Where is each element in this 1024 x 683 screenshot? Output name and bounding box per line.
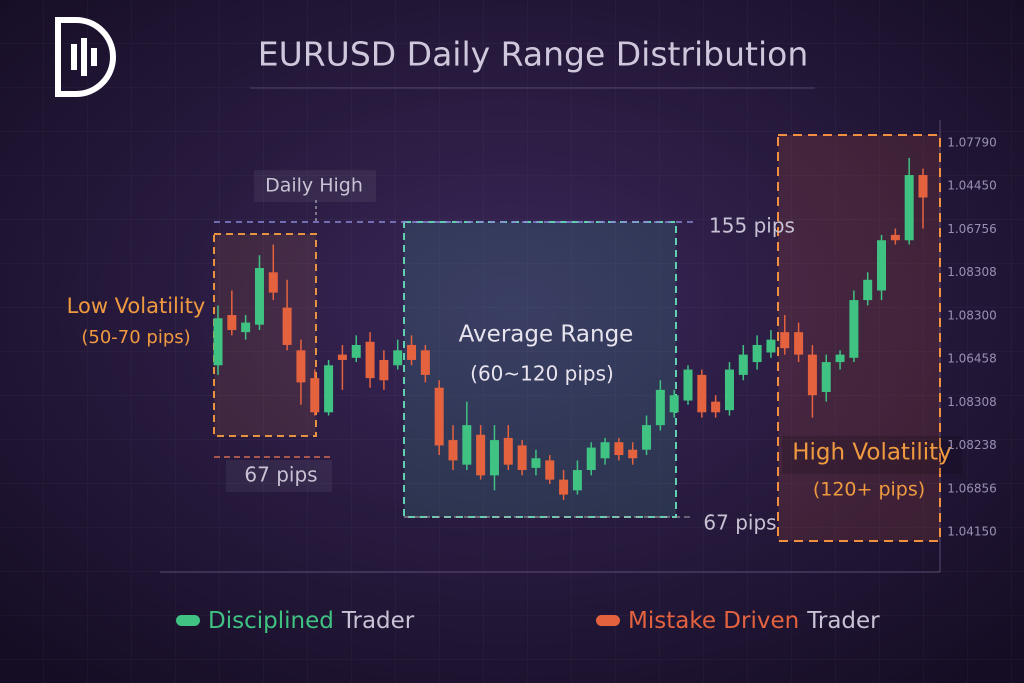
candle-body bbox=[821, 362, 831, 393]
candle-body bbox=[724, 369, 734, 411]
candle-body bbox=[296, 350, 306, 383]
candle-body bbox=[849, 300, 859, 358]
candle-body bbox=[351, 344, 361, 358]
candle-body bbox=[780, 332, 790, 349]
y-axis-label: 1.07790 bbox=[947, 136, 997, 150]
legend-highlight: Disciplined bbox=[208, 608, 334, 634]
legend-label: Disciplined Trader bbox=[208, 608, 415, 634]
chart-title: EURUSD Daily Range Distribution bbox=[258, 35, 809, 74]
candle-body bbox=[517, 445, 527, 471]
legend-rest: Trader bbox=[341, 608, 415, 634]
candle-body bbox=[807, 354, 817, 396]
label-box bbox=[226, 460, 332, 492]
candle-body bbox=[572, 470, 582, 491]
candle-body bbox=[420, 350, 430, 375]
candle-body bbox=[904, 175, 914, 241]
annotation: (120+ pips) bbox=[813, 479, 925, 501]
candle-body bbox=[600, 442, 610, 459]
y-axis-label: 1.04150 bbox=[947, 525, 997, 539]
logo bbox=[55, 17, 116, 97]
candle-body bbox=[531, 458, 541, 468]
label-box bbox=[254, 170, 376, 202]
candle-body bbox=[835, 354, 845, 363]
y-axis-label: 1.08238 bbox=[947, 438, 997, 452]
annotation: (50-70 pips) bbox=[81, 327, 190, 348]
candle-body bbox=[628, 449, 638, 459]
y-axis-label: 1.06856 bbox=[947, 481, 997, 495]
candle-body bbox=[614, 442, 624, 456]
candle-body bbox=[268, 272, 278, 293]
candle-body bbox=[310, 378, 320, 413]
candle-body bbox=[863, 279, 873, 301]
y-axis-label: 1.06756 bbox=[947, 222, 997, 236]
candle-body bbox=[669, 395, 679, 413]
candle-body bbox=[227, 315, 237, 331]
candle-body bbox=[448, 440, 458, 461]
annotation: Low Volatility bbox=[67, 294, 206, 318]
y-axis-label: 1.04450 bbox=[947, 179, 997, 193]
candle-body bbox=[559, 479, 569, 495]
candle-body bbox=[434, 387, 444, 446]
candle-body bbox=[213, 318, 223, 366]
candle-body bbox=[766, 339, 776, 353]
candle-body bbox=[476, 434, 486, 476]
candle-body bbox=[393, 350, 403, 366]
annotation: Average Range bbox=[459, 322, 634, 348]
candle-body bbox=[890, 234, 900, 241]
legend-swatch bbox=[596, 615, 620, 626]
candle-body bbox=[379, 359, 389, 381]
low-volatility-region bbox=[213, 233, 317, 437]
candle-body bbox=[877, 240, 887, 291]
y-axis-label: 1.06458 bbox=[947, 352, 997, 366]
annotation: (60~120 pips) bbox=[470, 362, 614, 386]
annotation: Daily High bbox=[265, 175, 363, 197]
annotation: 67 pips bbox=[244, 463, 317, 487]
candle-body bbox=[711, 401, 721, 413]
candle-body bbox=[462, 425, 472, 465]
candle-body bbox=[697, 374, 707, 413]
candle-body bbox=[738, 354, 748, 375]
legend-highlight: Mistake Driven bbox=[628, 608, 799, 634]
candle-body bbox=[503, 437, 513, 465]
candle-body bbox=[642, 425, 652, 450]
candle-body bbox=[794, 332, 804, 355]
y-axis-label: 1.08300 bbox=[947, 308, 997, 322]
candle-body bbox=[282, 307, 292, 345]
y-axis-label: 1.08308 bbox=[947, 265, 997, 279]
legend-label: Mistake Driven Trader bbox=[628, 608, 880, 634]
annotation: 155 pips bbox=[709, 214, 795, 238]
candle-body bbox=[324, 365, 334, 413]
candle-body bbox=[407, 344, 417, 360]
candle-body bbox=[365, 341, 375, 379]
legend-swatch bbox=[176, 615, 200, 626]
annotation: 67 pips bbox=[703, 511, 776, 535]
candle-body bbox=[683, 369, 693, 401]
candle-body bbox=[655, 389, 665, 426]
candle-body bbox=[586, 447, 596, 471]
candle-body bbox=[337, 354, 347, 360]
y-axis-label: 1.08308 bbox=[947, 395, 997, 409]
candle-body bbox=[254, 268, 264, 325]
candle-body bbox=[918, 175, 928, 198]
candle-body bbox=[241, 322, 251, 333]
candle-body bbox=[752, 344, 762, 363]
label-box bbox=[782, 436, 962, 474]
candle-body bbox=[545, 460, 555, 480]
annotation: High Volatility bbox=[792, 440, 952, 466]
candle-body bbox=[489, 440, 499, 476]
legend-rest: Trader bbox=[806, 608, 880, 634]
